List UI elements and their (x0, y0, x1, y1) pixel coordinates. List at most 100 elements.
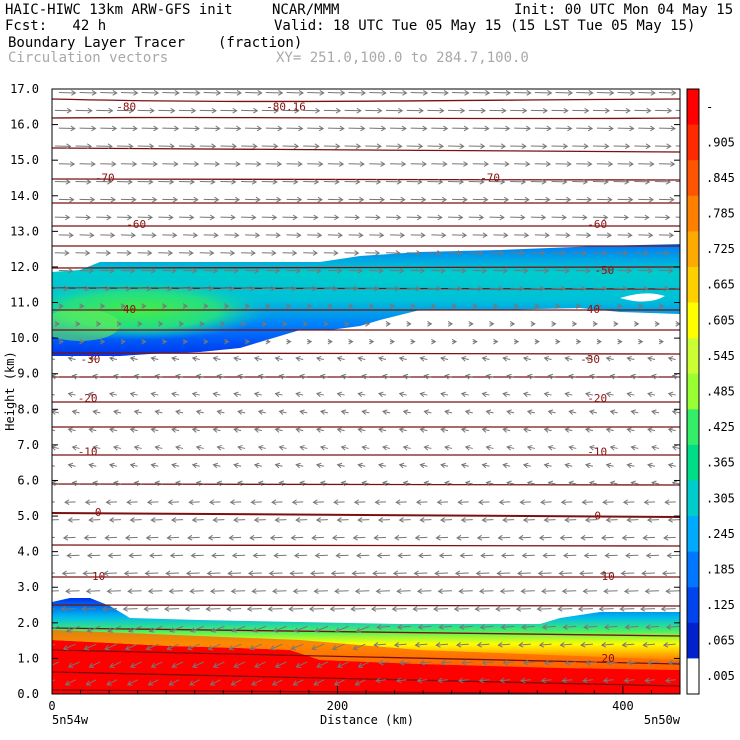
vector-arrow (323, 214, 340, 221)
vector-arrow (519, 499, 531, 505)
vector-arrow (645, 624, 660, 630)
vector-arrow (365, 143, 382, 150)
vector-arrow (659, 232, 675, 239)
vector-arrow (568, 444, 577, 451)
vector-arrow (661, 570, 676, 577)
vector-arrow (303, 107, 321, 114)
vector-arrow (340, 444, 349, 451)
vector-arrow (116, 143, 134, 150)
vector-arrow (162, 303, 168, 309)
vector-arrow (313, 588, 328, 594)
valid-time: Valid: 18 UTC Tue 05 May 15 (15 LST Tue … (274, 18, 696, 34)
vector-arrow (133, 373, 142, 380)
vector-arrow (100, 267, 115, 274)
vector-arrow (105, 499, 117, 505)
vector-arrow (506, 373, 515, 380)
vector-arrow (630, 480, 639, 487)
vector-arrow (398, 391, 407, 398)
vector-arrow (460, 355, 469, 362)
vector-arrow (313, 679, 325, 686)
vector-arrow (577, 606, 593, 612)
vector-arrow (406, 214, 423, 221)
vector-arrow (267, 606, 283, 612)
vector-arrow (127, 588, 142, 594)
vector-arrow (171, 391, 180, 398)
vector-arrow (440, 462, 449, 469)
vector-arrow (145, 643, 159, 651)
vector-arrow (274, 391, 283, 398)
vector-arrow (348, 303, 354, 309)
vector-arrow (184, 606, 200, 612)
vector-arrow (596, 90, 615, 96)
vector-arrow (547, 480, 556, 487)
vector-arrow (555, 232, 571, 239)
vector-arrow (497, 534, 511, 541)
vector-arrow (330, 570, 345, 577)
vector-arrow (572, 250, 588, 256)
vector-arrow (398, 355, 407, 362)
vector-arrow (389, 196, 406, 203)
contour-label: -60 (126, 218, 146, 231)
vector-arrow (370, 606, 386, 612)
vector-arrow (500, 552, 515, 559)
contour-label: 0 (95, 506, 102, 519)
vector-arrow (489, 250, 505, 256)
y-tick-label: 4.0 (17, 545, 39, 559)
vector-arrow (592, 143, 610, 150)
vector-arrow (147, 679, 159, 686)
vector-arrow (406, 250, 422, 256)
vector-arrow (195, 444, 204, 451)
vector-arrow (123, 570, 138, 577)
vector-arrow (515, 606, 531, 612)
colorbar-label: .125 (706, 598, 735, 612)
vector-arrow (282, 179, 299, 185)
vector-arrow (120, 90, 139, 96)
vector-arrow (88, 661, 101, 668)
vector-arrow (493, 196, 510, 203)
vector-arrow (100, 161, 117, 167)
vector-arrow (536, 606, 552, 612)
vector-arrow (518, 534, 531, 541)
vector-arrow (141, 125, 159, 132)
vector-arrow (547, 444, 556, 451)
vector-arrow (348, 125, 366, 132)
vector-arrow (564, 462, 573, 469)
vector-arrow (100, 125, 118, 132)
vector-arrow (245, 125, 263, 132)
vector-arrow (199, 143, 217, 150)
vector-arrow (95, 321, 102, 327)
vector-arrow (216, 373, 225, 380)
vector-arrow (675, 287, 680, 289)
vector-arrow (58, 161, 76, 167)
vector-arrow (605, 355, 614, 362)
vector-arrow (530, 285, 546, 292)
vector-arrow (385, 107, 404, 114)
vector-arrow (282, 321, 288, 327)
vector-arrow (588, 409, 598, 415)
vector-arrow (220, 143, 238, 150)
vector-arrow (344, 250, 360, 256)
vector-arrow (472, 90, 491, 96)
vector-arrow (357, 391, 366, 398)
vector-arrow (348, 90, 367, 96)
vector-arrow (664, 677, 676, 684)
vector-arrow (212, 391, 221, 398)
y-tick-label: 11.0 (10, 296, 39, 310)
vector-arrow (307, 125, 325, 132)
vector-arrow (538, 534, 552, 541)
vector-arrow (82, 570, 97, 577)
vector-arrow (357, 462, 366, 469)
vector-arrow (141, 90, 160, 96)
vector-arrow (551, 285, 566, 292)
vector-arrow (216, 409, 225, 415)
vector-arrow (410, 125, 428, 132)
vector-arrow (61, 570, 76, 577)
vector-arrow (229, 499, 242, 505)
vector-arrow (162, 161, 179, 167)
vector-arrow (171, 427, 180, 433)
vector-arrow (667, 391, 676, 398)
vector-arrow (244, 303, 251, 309)
plot-area (52, 89, 680, 694)
vector-arrow (141, 196, 158, 203)
vector-arrow (658, 303, 664, 309)
